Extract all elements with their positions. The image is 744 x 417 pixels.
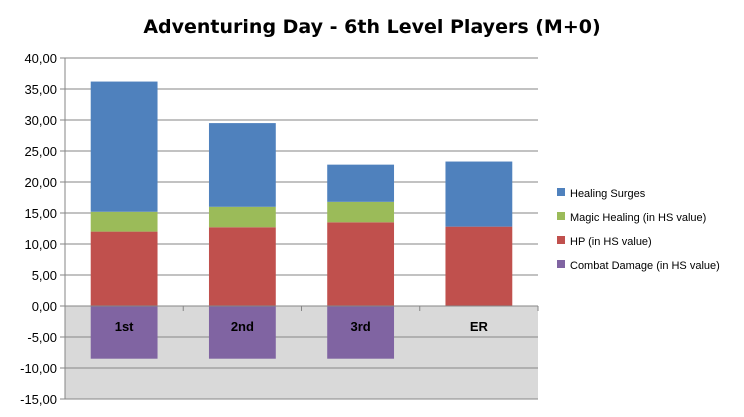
y-tick-labels: 40,00 35,00 30,00 25,00 20,00 15,00 10,00 5,00 0… [20, 51, 57, 407]
legend-label: HP (in HS value) [570, 236, 652, 248]
bar-segment [90, 81, 158, 212]
y-tick-label: -10,00 [20, 361, 57, 376]
legend-swatch [557, 188, 565, 196]
y-tick-label: -15,00 [20, 392, 57, 407]
legend-label: Magic Healing (in HS value) [570, 212, 706, 224]
chart-title: Adventuring Day - 6th Level Players (M+0… [143, 16, 600, 38]
bar-segment [327, 201, 395, 223]
bar-segment-negative [208, 306, 276, 359]
bar-segment [90, 211, 158, 232]
y-tick-label: 0,00 [32, 299, 57, 314]
bar-segment-negative [327, 306, 395, 359]
legend-swatch [557, 260, 565, 268]
bar-segment [327, 222, 395, 306]
bar-segment [327, 164, 395, 202]
bar-segment [208, 206, 276, 228]
category-label: 1st [115, 319, 134, 334]
legend-label: Healing Surges [570, 188, 646, 200]
legend-swatch [557, 212, 565, 220]
y-tick-label: 5,00 [32, 268, 57, 283]
bar-segment [90, 231, 158, 306]
y-tick-label: -5,00 [27, 330, 57, 345]
legend-label: Combat Damage (in HS value) [570, 260, 720, 272]
y-tick-label: 30,00 [24, 113, 57, 128]
category-label: 2nd [231, 319, 254, 334]
bar-segment [445, 226, 513, 306]
y-tick-label: 25,00 [24, 144, 57, 159]
y-tick-label: 20,00 [24, 175, 57, 190]
legend-swatch [557, 236, 565, 244]
category-label: 3rd [351, 319, 371, 334]
y-tick-label: 35,00 [24, 82, 57, 97]
legend: Healing Surges Magic Healing (in HS value… [557, 188, 720, 272]
axes [60, 57, 539, 400]
bar-segment [445, 161, 513, 227]
y-tick-label: 15,00 [24, 206, 57, 221]
y-tick-label: 10,00 [24, 237, 57, 252]
bar-segment-negative [90, 306, 158, 359]
bars [90, 81, 513, 359]
category-label: ER [470, 319, 489, 334]
category-labels: 1st 2nd 3rd ER [115, 319, 489, 334]
y-tick-label: 40,00 [24, 51, 57, 66]
bar-segment [208, 123, 276, 207]
bar-segment [208, 227, 276, 306]
